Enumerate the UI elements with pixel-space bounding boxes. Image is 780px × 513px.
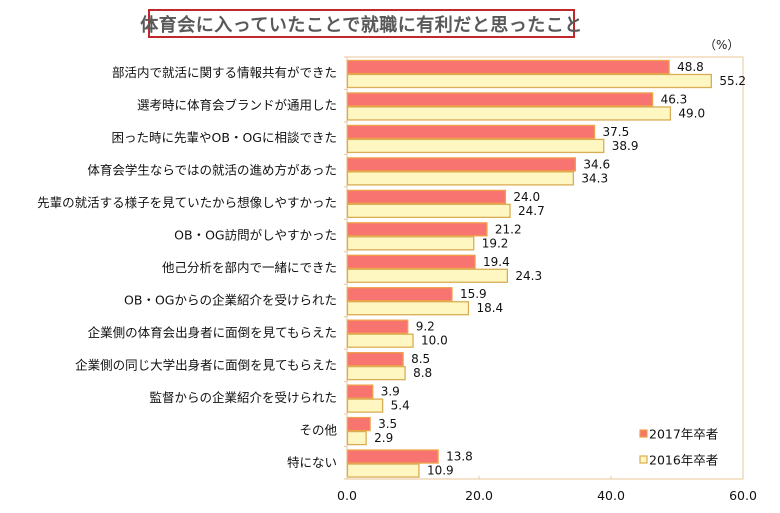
bar-2016	[346, 463, 420, 478]
bar-2017	[346, 124, 596, 140]
value-label: 55.2	[719, 74, 746, 88]
legend-swatch-2017	[639, 429, 648, 438]
value-label: 48.8	[677, 60, 704, 74]
value-label: 8.5	[411, 352, 430, 366]
value-label: 24.3	[515, 269, 542, 283]
category-label: 他己分析を部内で一緒にできた	[162, 260, 337, 275]
bar-2017	[346, 384, 374, 399]
value-label: 8.8	[413, 366, 432, 380]
value-label: 13.8	[446, 450, 473, 464]
x-tick-label: 0.0	[337, 488, 357, 503]
bar-2016	[346, 106, 672, 121]
value-labels: 48.8 55.2 46.349.0 37.538.934.634.3 24.024.7…	[374, 60, 746, 478]
category-labels: 部活内で就活に関する情報共有ができた選考時に体育会ブランドが通用した困った時に先…	[37, 65, 337, 470]
bar-2017	[346, 416, 371, 432]
value-label: 3.5	[378, 417, 397, 431]
category-label: 困った時に先輩やOB・OGに相談できた	[112, 130, 337, 145]
bar-2016	[346, 268, 509, 283]
legend-label: 2016年卒者	[649, 453, 718, 468]
bar-2017	[346, 222, 488, 237]
bar-2017	[346, 92, 654, 107]
bar-2017	[346, 157, 577, 172]
bar-2016	[346, 366, 406, 381]
category-label: 監督からの企業紹介を受けられた	[149, 390, 337, 405]
value-label: 21.2	[495, 222, 522, 236]
value-label: 3.9	[381, 385, 400, 399]
value-label: 49.0	[678, 106, 705, 120]
category-label: 部活内で就活に関する情報共有ができた	[112, 65, 337, 80]
value-label: 34.3	[581, 171, 608, 185]
value-label: 38.9	[612, 139, 639, 153]
bar-2017	[346, 319, 409, 334]
bar-2016	[346, 333, 414, 348]
value-label: 46.3	[661, 92, 688, 106]
bar-2016	[346, 398, 384, 413]
x-tick-label: 60.0	[729, 488, 757, 503]
category-label: 特にない	[287, 455, 337, 470]
category-label: OB・OGからの企業紹介を受けられた	[124, 292, 337, 307]
x-axis: 0.0 20.0 40.0 60.0	[337, 56, 757, 503]
bar-2016	[346, 301, 470, 316]
value-label: 10.0	[421, 334, 448, 348]
bar-2016	[346, 430, 367, 446]
bar-2016	[346, 73, 712, 89]
value-label: 24.0	[513, 190, 540, 204]
bar-2017	[346, 287, 453, 302]
bar-2016	[346, 203, 511, 218]
x-tick-label: 20.0	[465, 488, 493, 503]
legend-label: 2017年卒者	[649, 427, 718, 442]
category-label: 企業側の同じ大学出身者に面倒を見てもらえた	[75, 357, 337, 372]
bar-2016	[346, 236, 475, 251]
category-label: その他	[299, 422, 337, 437]
bar-2017	[346, 189, 507, 204]
bar-2017	[346, 59, 670, 75]
bars-group	[346, 59, 712, 478]
bar-2016	[346, 138, 605, 154]
value-label: 19.2	[482, 236, 509, 250]
chart-title: 体育会に入っていたことで就職に有利だと思ったこと	[140, 14, 583, 36]
value-label: 10.9	[427, 464, 454, 478]
bar-2017	[346, 254, 476, 269]
category-label: 先輩の就活する様子を見ていたから想像しやすかった	[37, 195, 337, 210]
category-label: OB・OG訪問がしやすかった	[174, 228, 337, 243]
bar-2016	[346, 171, 575, 186]
value-label: 18.4	[476, 301, 503, 315]
unit-label: （%）	[704, 38, 740, 52]
legend: 2017年卒者 2016年卒者	[639, 427, 718, 468]
category-label: 体育会学生ならではの就活の進め方があった	[87, 163, 337, 178]
value-label: 34.6	[583, 157, 610, 171]
value-label: 5.4	[391, 399, 410, 413]
value-label: 2.9	[374, 431, 393, 445]
category-label: 選考時に体育会ブランドが通用した	[137, 98, 337, 113]
value-label: 24.7	[518, 204, 545, 218]
value-label: 37.5	[603, 125, 630, 139]
legend-swatch-2016	[639, 455, 648, 464]
bar-2017	[346, 449, 439, 464]
category-label: 企業側の体育会出身者に面倒を見てもらえた	[88, 325, 337, 340]
value-label: 15.9	[460, 287, 487, 301]
bar-2017	[346, 352, 404, 367]
value-label: 19.4	[483, 255, 510, 269]
value-label: 9.2	[416, 320, 435, 334]
chart-title-box: 体育会に入っていたことで就職に有利だと思ったこと	[140, 9, 582, 38]
x-tick-label: 40.0	[597, 488, 625, 503]
